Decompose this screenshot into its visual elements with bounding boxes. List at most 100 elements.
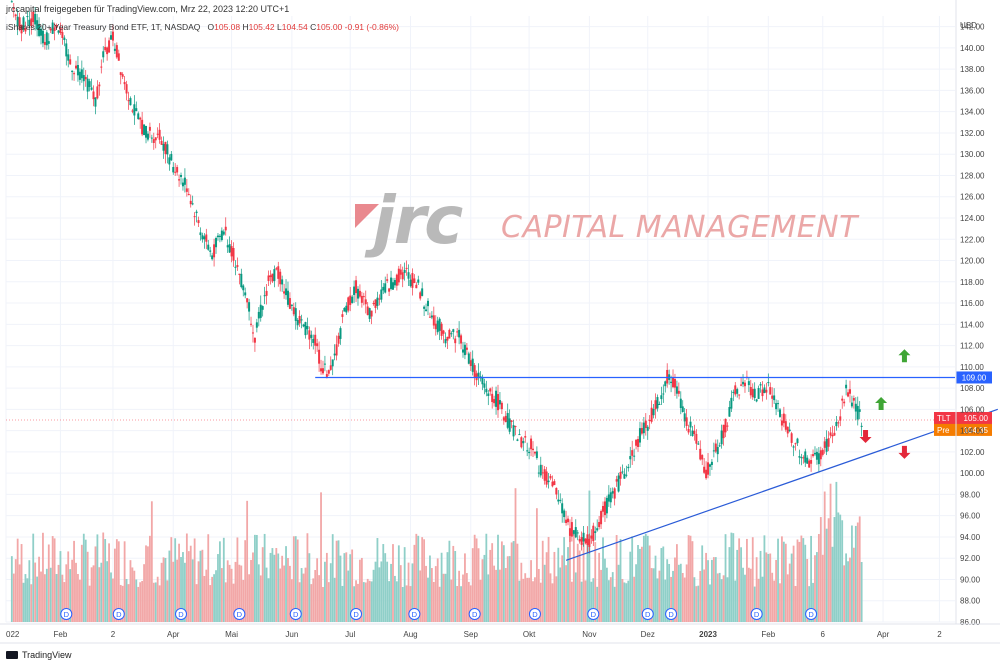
volume-bar: [360, 557, 363, 622]
volume-bar: [644, 533, 647, 622]
volume-bar: [12, 573, 15, 622]
volume-bar: [94, 546, 97, 622]
volume-bar: [847, 561, 849, 622]
candle-body: [230, 246, 233, 257]
candle-body: [687, 428, 690, 433]
volume-bar: [454, 551, 457, 622]
dividend-marker-label: D: [532, 610, 538, 619]
volume-bar: [532, 581, 534, 622]
volume-bar: [325, 552, 328, 622]
volume-bar: [786, 574, 789, 622]
volume-bar: [693, 577, 696, 622]
candle-body: [545, 471, 548, 485]
candle-body: [753, 388, 756, 399]
candle-body: [181, 182, 184, 187]
change-value: -0.91 (-0.86%): [344, 22, 399, 32]
candle-body: [294, 308, 297, 321]
volume-bar: [442, 573, 445, 622]
volume-bar: [10, 556, 13, 622]
candle-body: [603, 501, 606, 516]
candle-body: [792, 446, 795, 448]
candle-body: [491, 393, 494, 403]
dividend-marker-icon: [289, 608, 302, 620]
volume-bar: [384, 553, 387, 622]
candle-body: [139, 117, 142, 120]
candle-body: [104, 46, 107, 51]
candle-body: [623, 473, 626, 479]
volume-bar: [471, 548, 474, 622]
candle-body: [45, 32, 48, 46]
volume-bar: [670, 576, 672, 622]
candle-body: [516, 439, 519, 441]
volume-bar: [662, 546, 665, 622]
volume-bar: [296, 539, 299, 622]
volume-bar: [831, 546, 834, 622]
y-tick-label: 136.00: [960, 86, 985, 95]
volume-bar: [481, 559, 484, 622]
volume-bar: [261, 547, 264, 622]
volume-bar: [376, 538, 379, 622]
close-value: 105.00: [316, 22, 343, 32]
volume-bar: [292, 536, 295, 622]
volume-bar: [788, 563, 791, 622]
volume-bar: [761, 576, 764, 622]
candle-body: [596, 528, 599, 531]
candle-body: [24, 28, 27, 32]
volume-bar: [224, 582, 227, 622]
candle-body: [777, 403, 780, 405]
candle-body: [216, 235, 219, 238]
low-value: 104.54: [281, 22, 308, 32]
candle-body: [53, 27, 56, 31]
volume-bar: [858, 516, 861, 622]
volume-bar: [411, 563, 414, 622]
candle-body: [98, 84, 101, 87]
candle-body: [722, 424, 725, 439]
candle-body: [67, 54, 70, 61]
volume-bar: [191, 559, 194, 622]
volume-bar: [434, 566, 437, 622]
volume-bar: [252, 552, 254, 622]
candle-body: [141, 119, 144, 135]
tradingview-footer[interactable]: TradingView: [6, 650, 72, 660]
volume-bar: [539, 582, 542, 622]
volume-bar: [382, 544, 385, 622]
volume-bar: [493, 565, 496, 622]
volume-bar: [168, 550, 171, 622]
candle-body: [71, 70, 74, 73]
candle-body: [108, 40, 111, 53]
candle-body: [148, 126, 151, 131]
candle-body: [96, 86, 99, 99]
volume-bar: [92, 565, 95, 622]
volume-bar: [77, 573, 79, 622]
volume-bar: [499, 569, 501, 622]
volume-bar: [462, 574, 464, 622]
candle-body: [757, 388, 760, 399]
candle-body: [150, 137, 153, 139]
volume-bar: [852, 547, 855, 622]
volume-bar: [131, 567, 134, 622]
candle-body: [281, 279, 284, 285]
volume-bar: [413, 544, 416, 622]
candle-body: [145, 125, 148, 138]
candle-body: [228, 244, 231, 253]
volume-bar: [178, 543, 180, 622]
candle-body: [84, 76, 87, 80]
volume-bar: [728, 547, 731, 622]
volume-bar: [816, 552, 818, 622]
volume-bar: [182, 552, 184, 622]
volume-bar: [467, 581, 470, 622]
candle-body: [728, 407, 731, 417]
volume-bar: [518, 580, 521, 622]
candle-body: [582, 532, 585, 542]
volume-bar: [779, 583, 781, 622]
volume-bar: [372, 569, 375, 622]
candle-body: [191, 203, 194, 205]
volume-bar: [378, 567, 381, 622]
volume-bar: [775, 559, 777, 622]
candle-body: [218, 235, 221, 237]
candle-body: [279, 271, 282, 285]
volume-bar: [156, 576, 159, 622]
volume-bar: [84, 539, 87, 622]
candle-body: [298, 315, 301, 324]
